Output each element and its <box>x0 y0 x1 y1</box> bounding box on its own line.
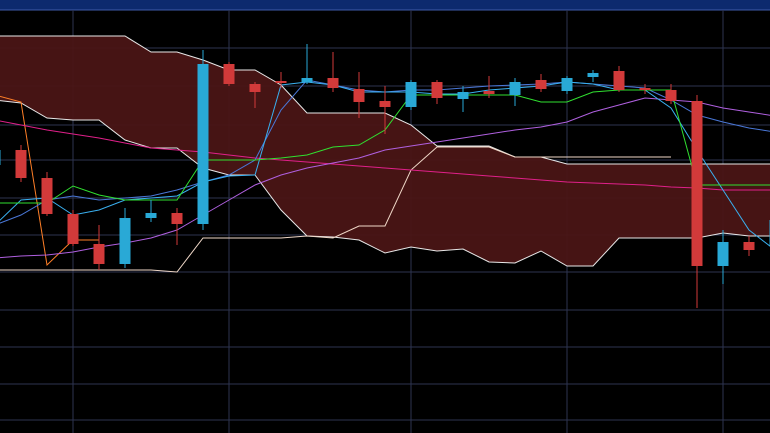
candle-body <box>15 150 27 178</box>
candle-body <box>0 150 1 165</box>
candle-body <box>41 178 53 214</box>
candle-body <box>535 80 547 89</box>
indicator-line <box>0 146 671 273</box>
candle-body <box>483 91 495 94</box>
cloud <box>0 36 770 266</box>
candle-body <box>119 218 131 264</box>
candle-body <box>301 78 313 82</box>
candle-body <box>431 82 443 98</box>
candle-body <box>743 242 755 250</box>
cloud-area <box>0 36 770 266</box>
candle-body <box>717 242 729 266</box>
candle-body <box>665 90 677 101</box>
candle-body <box>691 101 703 266</box>
candle-body <box>171 213 183 224</box>
candle-body <box>327 78 339 88</box>
candle-body <box>145 213 157 218</box>
candle-body <box>405 82 417 107</box>
top-bar <box>0 0 770 10</box>
candles <box>0 44 770 308</box>
indicator-line <box>0 100 770 267</box>
candle-body <box>561 78 573 91</box>
candle-body <box>639 88 651 90</box>
candle-body <box>275 81 287 83</box>
candle-body <box>67 214 79 244</box>
indicator-line <box>0 95 99 267</box>
candle-body <box>249 84 261 92</box>
candle-body <box>613 71 625 90</box>
candle-body <box>509 82 521 95</box>
candle-body <box>93 244 105 264</box>
candle-body <box>457 92 469 99</box>
candle-body <box>223 64 235 84</box>
candle-body <box>197 64 209 224</box>
candle-body <box>353 89 365 102</box>
candle-body <box>379 101 391 107</box>
indicator-line <box>0 120 770 191</box>
candle-body <box>587 73 599 77</box>
